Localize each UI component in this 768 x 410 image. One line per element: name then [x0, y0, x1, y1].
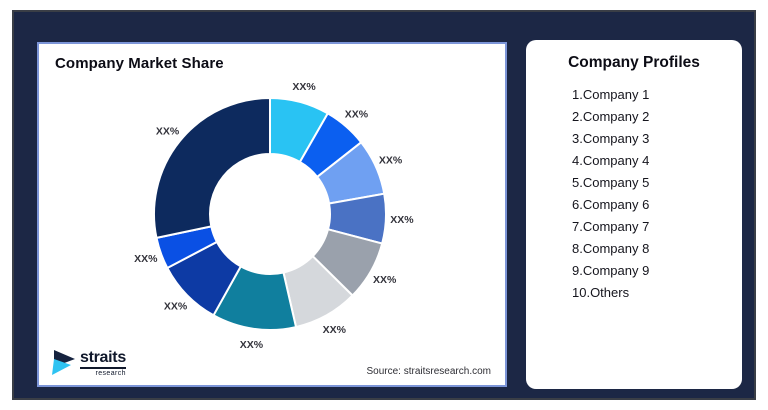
segment-data-label: XX%: [292, 81, 316, 93]
company-profiles-card: Company Profiles 1.Company 1 2.Company 2 3…: [526, 40, 742, 389]
donut-segment-10: [153, 96, 271, 240]
straits-research-logo: straits research: [51, 349, 126, 377]
segment-data-label: XX%: [390, 214, 414, 226]
segment-data-label: XX%: [379, 155, 403, 167]
list-item: 6.Company 6: [572, 197, 650, 212]
list-item: 5.Company 5: [572, 175, 650, 190]
profiles-list: 1.Company 1 2.Company 2 3.Company 3 4.Compa…: [526, 84, 742, 304]
chart-title: Company Market Share: [55, 55, 224, 72]
logo-brand-name: straits: [80, 349, 126, 369]
list-item: 1.Company 1: [572, 87, 650, 102]
logo-text: straits research: [80, 349, 126, 377]
segment-data-label: XX%: [345, 109, 369, 121]
report-frame: XX% XX% XX% XX% XX% XX% XX% XX% XX% XX% Company M…: [12, 10, 756, 400]
logo-brand-sub: research: [95, 369, 126, 377]
list-item: 4.Company 4: [572, 153, 650, 168]
segment-data-label: XX%: [156, 125, 180, 137]
list-item: 9.Company 9: [572, 263, 650, 278]
segment-data-label: XX%: [164, 301, 188, 313]
donut-chart: XX% XX% XX% XX% XX% XX% XX% XX% XX% XX%: [134, 81, 414, 351]
list-item: 3.Company 3: [572, 131, 650, 146]
profiles-title: Company Profiles: [568, 54, 700, 71]
segment-data-label: XX%: [373, 274, 397, 286]
segment-data-label: XX%: [134, 253, 158, 265]
list-item: 7.Company 7: [572, 219, 650, 234]
source-attribution: Source: straitsresearch.com: [366, 366, 492, 377]
list-item: 10.Others: [572, 285, 630, 300]
list-item: 8.Company 8: [572, 241, 650, 256]
market-share-card: XX% XX% XX% XX% XX% XX% XX% XX% XX% XX% Company M…: [37, 42, 507, 387]
segment-data-label: XX%: [240, 339, 264, 351]
straits-logo-icon: [52, 350, 75, 375]
segment-data-label: XX%: [323, 324, 347, 336]
list-item: 2.Company 2: [572, 109, 650, 124]
